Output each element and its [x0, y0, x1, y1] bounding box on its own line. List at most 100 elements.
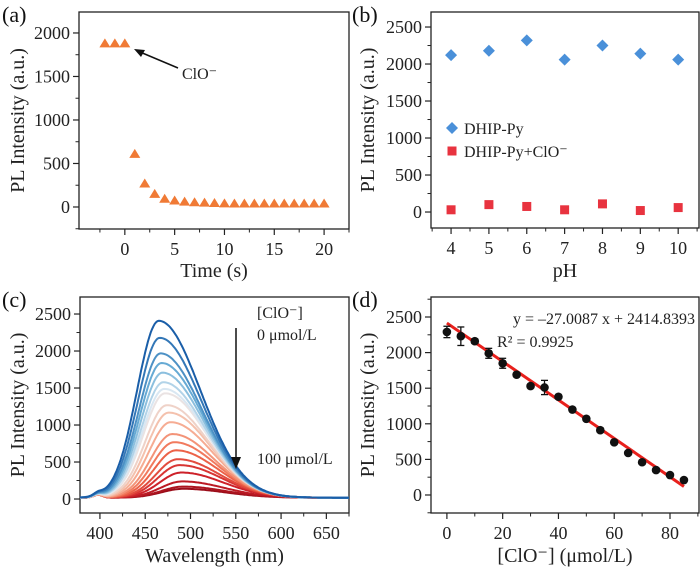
y-tick-label: 2000: [386, 54, 422, 74]
y-tick-label: 1500: [35, 378, 71, 398]
annotation-arrowhead: [134, 49, 145, 57]
x-tick-label: 40: [549, 523, 567, 543]
x-axis-title: Wavelength (nm): [145, 545, 284, 567]
data-point: [512, 370, 521, 379]
y-tick-label: 500: [395, 165, 422, 185]
x-tick-label: 650: [313, 523, 340, 543]
y-tick-label: 2000: [35, 341, 71, 361]
data-point: [218, 198, 230, 208]
y-tick-label: 1500: [386, 91, 422, 111]
annotation-arrowhead: [231, 457, 241, 469]
panel-label: (d): [352, 287, 378, 312]
series-0: [442, 325, 689, 485]
x-tick-label: 0: [442, 523, 451, 543]
series-0: [99, 38, 330, 208]
data-point: [129, 148, 141, 158]
data-point: [208, 197, 220, 207]
data-point: [560, 205, 570, 215]
x-tick-label: 10: [669, 238, 687, 258]
x-tick-label: 4: [447, 238, 456, 258]
data-point: [288, 198, 300, 208]
fit-equation: y = –27.0087 x + 2414.8393: [513, 311, 695, 328]
annotation-title: [ClO⁻]: [257, 305, 303, 322]
panel-c: (c) 400 450 500 550 600 650 0 500 1000 1500 2000 250…: [2, 287, 350, 567]
data-point: [109, 38, 121, 48]
y-tick-label: 1000: [386, 414, 422, 434]
data-point: [248, 198, 260, 208]
x-tick-label: 5: [484, 238, 493, 258]
data-point: [119, 38, 131, 48]
data-point: [595, 425, 605, 435]
series-1: [446, 199, 683, 216]
x-tick-label: 6: [522, 238, 531, 258]
x-tick-label: 15: [265, 239, 283, 259]
y-tick-label: 0: [61, 197, 70, 217]
data-point: [596, 39, 609, 52]
x-tick-label: 60: [605, 523, 623, 543]
y-tick-label: 0: [413, 202, 422, 222]
data-point: [318, 198, 330, 208]
panel-label: (c): [2, 287, 26, 312]
data-point: [540, 383, 549, 392]
data-point: [99, 38, 111, 48]
data-point: [456, 331, 466, 341]
panel-label: (a): [2, 2, 26, 27]
y-axis-title: PL Intensity (a.u.): [7, 333, 29, 478]
data-point: [498, 358, 507, 368]
data-point: [665, 470, 675, 480]
data-point: [522, 201, 532, 211]
x-tick-label: 8: [598, 238, 607, 258]
y-tick-label: 2500: [386, 307, 422, 327]
x-tick-label: 550: [222, 523, 249, 543]
data-point: [278, 198, 290, 208]
data-point: [637, 457, 647, 467]
data-point: [149, 188, 161, 198]
spectrum-line: [80, 319, 349, 499]
data-point: [623, 448, 633, 458]
data-point: [139, 178, 151, 188]
y-tick-label: 500: [44, 452, 71, 472]
legend-label: DHIP-Py: [464, 121, 524, 138]
data-point: [169, 195, 181, 205]
annotation-end: 100 μmol/L: [257, 451, 333, 468]
plot-frame: [78, 11, 350, 230]
data-point: [445, 49, 458, 62]
y-axis-title: PL Intensity (a.u.): [357, 333, 379, 478]
fit-r-squared: R² = 0.9925: [497, 334, 574, 351]
data-point: [568, 405, 577, 414]
x-tick-label: 5: [170, 239, 179, 259]
x-tick-label: 450: [132, 523, 159, 543]
y-tick-label: 2000: [386, 343, 422, 363]
legend-label: DHIP-Py+ClO⁻: [464, 144, 568, 161]
data-point: [199, 197, 211, 207]
data-point: [308, 198, 320, 208]
data-point: [597, 199, 607, 209]
data-point: [442, 327, 452, 337]
series-0: [445, 34, 685, 66]
data-point: [634, 47, 647, 60]
y-tick-label: 2500: [386, 17, 422, 37]
y-tick-label: 0: [62, 489, 71, 509]
legend: DHIP-Py DHIP-Py+ClO⁻: [446, 121, 568, 161]
data-point: [558, 53, 571, 66]
y-tick-label: 1000: [34, 110, 70, 130]
data-point: [635, 206, 645, 216]
x-tick-label: 7: [560, 238, 569, 258]
panel-label: (b): [352, 2, 378, 27]
spectra: [79, 319, 349, 499]
data-point: [679, 475, 689, 485]
annotation-start: 0 μmol/L: [257, 327, 317, 344]
y-tick-label: 1000: [35, 415, 71, 435]
y-tick-label: 0: [413, 485, 422, 505]
x-tick-label: 9: [636, 238, 645, 258]
y-tick-label: 1500: [34, 66, 70, 86]
panel-b: (b) 4 5 6 7 8 9 10 0 500 1000 1500 2000 2500 pH PL Inte…: [352, 2, 700, 282]
plot-frame: [79, 296, 350, 514]
panel-a: (a) 0 5 10 15 20 0 500 1000 1500 2000 Time (s) PL In…: [2, 2, 350, 282]
data-point: [179, 196, 191, 206]
panel-d: (d) 0 20 40 60 80 0 500 1000 1500 2000 2500 [ClO⁻] (…: [352, 287, 700, 567]
x-axis-title: pH: [553, 260, 577, 282]
y-tick-label: 1000: [386, 128, 422, 148]
y-tick-label: 1500: [386, 378, 422, 398]
